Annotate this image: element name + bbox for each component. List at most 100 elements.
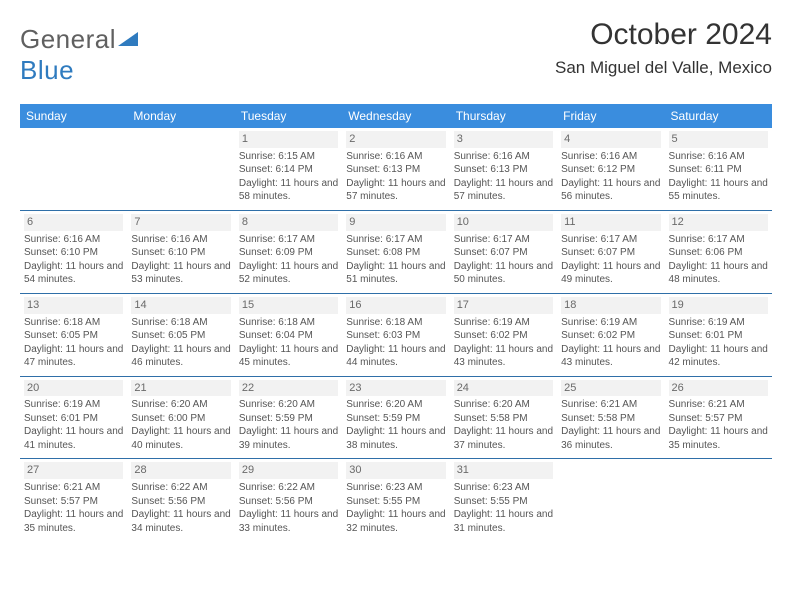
day-info: Sunrise: 6:17 AMSunset: 6:08 PMDaylight:… — [346, 233, 445, 287]
day-number: 31 — [454, 462, 553, 479]
calendar-day-cell: 3 Sunrise: 6:16 AMSunset: 6:13 PMDaylight… — [450, 128, 557, 210]
day-info: Sunrise: 6:16 AMSunset: 6:11 PMDaylight:… — [669, 150, 768, 204]
calendar-week-row: 13 Sunrise: 6:18 AMSunset: 6:05 PMDayligh… — [20, 293, 772, 376]
day-info: Sunrise: 6:20 AMSunset: 6:00 PMDaylight:… — [131, 398, 230, 452]
logo-triangle-icon — [118, 24, 138, 54]
day-number: 23 — [346, 380, 445, 397]
calendar-week-row: 6 Sunrise: 6:16 AMSunset: 6:10 PMDaylight… — [20, 210, 772, 293]
day-number: 5 — [669, 131, 768, 148]
calendar-day-cell: 2 Sunrise: 6:16 AMSunset: 6:13 PMDaylight… — [342, 128, 449, 210]
day-number: 25 — [561, 380, 660, 397]
day-number: 13 — [24, 297, 123, 314]
day-info: Sunrise: 6:17 AMSunset: 6:09 PMDaylight:… — [239, 233, 338, 287]
day-number: 8 — [239, 214, 338, 231]
calendar-day-cell: 18Sunrise: 6:19 AMSunset: 6:02 PMDayligh… — [557, 293, 664, 376]
day-info: Sunrise: 6:16 AMSunset: 6:10 PMDaylight:… — [131, 233, 230, 287]
calendar-day-cell: 6Sunrise: 6:16 AMSunset: 6:10 PMDaylight… — [20, 210, 127, 293]
day-number: 26 — [669, 380, 768, 397]
day-number: 16 — [346, 297, 445, 314]
day-info: Sunrise: 6:18 AMSunset: 6:05 PMDaylight:… — [131, 316, 230, 370]
calendar-day-cell: 15Sunrise: 6:18 AMSunset: 6:04 PMDayligh… — [235, 293, 342, 376]
calendar-day-cell: 16 Sunrise: 6:18 AMSunset: 6:03 PMDayligh… — [342, 293, 449, 376]
day-info: Sunrise: 6:20 AMSunset: 5:59 PMDaylight:… — [239, 398, 338, 452]
day-number: 22 — [239, 380, 338, 397]
day-info: Sunrise: 6:19 AMSunset: 6:02 PMDaylight:… — [561, 316, 660, 370]
calendar-day-cell: 31 Sunrise: 6:23 AMSunset: 5:55 PMDayligh… — [450, 459, 557, 541]
day-info: Sunrise: 6:22 AMSunset: 5:56 PMDaylight:… — [239, 481, 338, 535]
calendar-day-cell: 4 Sunrise: 6:16 AMSunset: 6:12 PMDaylight… — [557, 128, 664, 210]
day-info: Sunrise: 6:17 AMSunset: 6:07 PMDaylight:… — [561, 233, 660, 287]
day-number: 20 — [24, 380, 123, 397]
calendar-day-cell: 25Sunrise: 6:21 AMSunset: 5:58 PMDayligh… — [557, 376, 664, 459]
day-number: 29 — [239, 462, 338, 479]
day-number: 4 — [561, 131, 660, 148]
day-number: 7 — [131, 214, 230, 231]
day-number: 9 — [346, 214, 445, 231]
logo: General Blue — [20, 24, 138, 86]
weekday-header: Tuesday — [235, 104, 342, 128]
day-number: 1 — [239, 131, 338, 148]
title-block: October 2024 San Miguel del Valle, Mexic… — [555, 18, 772, 78]
calendar-day-cell: 8 Sunrise: 6:17 AMSunset: 6:09 PMDaylight… — [235, 210, 342, 293]
calendar-day-cell: 28Sunrise: 6:22 AMSunset: 5:56 PMDayligh… — [127, 459, 234, 541]
day-info: Sunrise: 6:20 AMSunset: 5:58 PMDaylight:… — [454, 398, 553, 452]
day-info: Sunrise: 6:18 AMSunset: 6:04 PMDaylight:… — [239, 316, 338, 370]
calendar-day-cell: 21Sunrise: 6:20 AMSunset: 6:00 PMDayligh… — [127, 376, 234, 459]
calendar-day-cell: 13 Sunrise: 6:18 AMSunset: 6:05 PMDayligh… — [20, 293, 127, 376]
calendar-day-cell: 5 Sunrise: 6:16 AMSunset: 6:11 PMDaylight… — [665, 128, 772, 210]
calendar-day-cell: 11 Sunrise: 6:17 AMSunset: 6:07 PMDayligh… — [557, 210, 664, 293]
calendar-day-cell: 1Sunrise: 6:15 AMSunset: 6:14 PMDaylight… — [235, 128, 342, 210]
day-info: Sunrise: 6:18 AMSunset: 6:03 PMDaylight:… — [346, 316, 445, 370]
calendar-day-cell — [20, 128, 127, 210]
page-title: October 2024 — [555, 18, 772, 52]
day-info: Sunrise: 6:21 AMSunset: 5:57 PMDaylight:… — [24, 481, 123, 535]
calendar-day-cell: 29 Sunrise: 6:22 AMSunset: 5:56 PMDayligh… — [235, 459, 342, 541]
calendar-day-cell: 14 Sunrise: 6:18 AMSunset: 6:05 PMDayligh… — [127, 293, 234, 376]
day-info: Sunrise: 6:16 AMSunset: 6:13 PMDaylight:… — [346, 150, 445, 204]
day-number: 17 — [454, 297, 553, 314]
calendar-day-cell: 12Sunrise: 6:17 AMSunset: 6:06 PMDayligh… — [665, 210, 772, 293]
calendar-week-row: 1Sunrise: 6:15 AMSunset: 6:14 PMDaylight… — [20, 128, 772, 210]
day-number: 19 — [669, 297, 768, 314]
calendar-day-cell: 30 Sunrise: 6:23 AMSunset: 5:55 PMDayligh… — [342, 459, 449, 541]
day-info: Sunrise: 6:23 AMSunset: 5:55 PMDaylight:… — [346, 481, 445, 535]
calendar-table: Sunday Monday Tuesday Wednesday Thursday… — [20, 104, 772, 541]
calendar-week-row: 27 Sunrise: 6:21 AMSunset: 5:57 PMDayligh… — [20, 459, 772, 541]
weekday-header: Thursday — [450, 104, 557, 128]
calendar-day-cell: 22Sunrise: 6:20 AMSunset: 5:59 PMDayligh… — [235, 376, 342, 459]
day-info: Sunrise: 6:18 AMSunset: 6:05 PMDaylight:… — [24, 316, 123, 370]
day-number: 28 — [131, 462, 230, 479]
day-info: Sunrise: 6:23 AMSunset: 5:55 PMDaylight:… — [454, 481, 553, 535]
day-number: 27 — [24, 462, 123, 479]
day-info: Sunrise: 6:16 AMSunset: 6:12 PMDaylight:… — [561, 150, 660, 204]
day-info: Sunrise: 6:16 AMSunset: 6:13 PMDaylight:… — [454, 150, 553, 204]
day-number: 14 — [131, 297, 230, 314]
day-number: 2 — [346, 131, 445, 148]
day-number: 30 — [346, 462, 445, 479]
day-info: Sunrise: 6:17 AMSunset: 6:07 PMDaylight:… — [454, 233, 553, 287]
weekday-header: Sunday — [20, 104, 127, 128]
calendar-day-cell: 26Sunrise: 6:21 AMSunset: 5:57 PMDayligh… — [665, 376, 772, 459]
day-number: 3 — [454, 131, 553, 148]
weekday-header: Friday — [557, 104, 664, 128]
weekday-header: Saturday — [665, 104, 772, 128]
logo-text: General Blue — [20, 24, 138, 86]
day-info: Sunrise: 6:21 AMSunset: 5:58 PMDaylight:… — [561, 398, 660, 452]
calendar-day-cell: 17 Sunrise: 6:19 AMSunset: 6:02 PMDayligh… — [450, 293, 557, 376]
day-number: 12 — [669, 214, 768, 231]
weekday-header: Monday — [127, 104, 234, 128]
calendar-day-cell: 20Sunrise: 6:19 AMSunset: 6:01 PMDayligh… — [20, 376, 127, 459]
day-number: 6 — [24, 214, 123, 231]
day-info: Sunrise: 6:19 AMSunset: 6:02 PMDaylight:… — [454, 316, 553, 370]
weekday-header-row: Sunday Monday Tuesday Wednesday Thursday… — [20, 104, 772, 128]
day-number: 11 — [561, 214, 660, 231]
day-info: Sunrise: 6:21 AMSunset: 5:57 PMDaylight:… — [669, 398, 768, 452]
calendar-day-cell — [665, 459, 772, 541]
weekday-header: Wednesday — [342, 104, 449, 128]
calendar-day-cell: 10Sunrise: 6:17 AMSunset: 6:07 PMDayligh… — [450, 210, 557, 293]
day-info: Sunrise: 6:19 AMSunset: 6:01 PMDaylight:… — [24, 398, 123, 452]
day-number: 21 — [131, 380, 230, 397]
calendar-day-cell: 9 Sunrise: 6:17 AMSunset: 6:08 PMDaylight… — [342, 210, 449, 293]
calendar-day-cell: 27 Sunrise: 6:21 AMSunset: 5:57 PMDayligh… — [20, 459, 127, 541]
calendar-day-cell — [127, 128, 234, 210]
